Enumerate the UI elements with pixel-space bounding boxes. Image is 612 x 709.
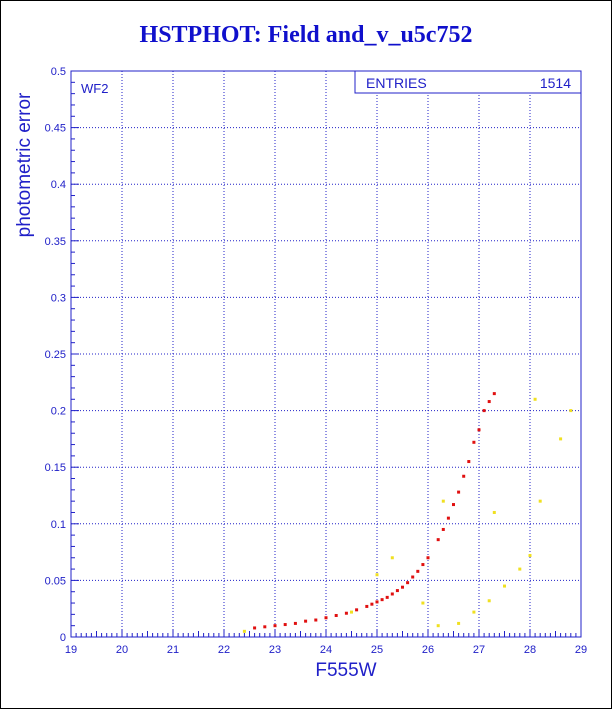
x-tick-label: 28 (524, 644, 536, 656)
data-point (365, 604, 369, 608)
data-point (380, 598, 384, 602)
x-tick-label: 22 (218, 644, 230, 656)
data-point (446, 516, 450, 520)
data-point (253, 626, 257, 630)
data-point (283, 623, 287, 627)
x-tick-label: 26 (422, 644, 434, 656)
data-point (263, 625, 267, 629)
data-point (462, 474, 466, 478)
data-point (273, 624, 277, 628)
stats-entries-value: 1514 (540, 75, 571, 91)
chart-title: HSTPHOT: Field and_v_u5c752 (139, 22, 473, 48)
data-point (472, 440, 476, 444)
axis-ticks: 19 20 21 22 23 24 25 26 27 28 29 0 0.05 0.1 0.15 0.2 0.2… (45, 66, 588, 656)
data-point (457, 621, 461, 625)
data-point (370, 602, 374, 606)
data-point (441, 527, 445, 531)
data-point (518, 567, 522, 571)
data-point (472, 610, 476, 614)
data-point (406, 581, 410, 585)
x-tick-label: 23 (269, 644, 281, 656)
data-point (390, 592, 394, 596)
data-point (528, 553, 532, 557)
data-point (569, 409, 573, 413)
data-point (559, 437, 563, 441)
data-point (436, 624, 440, 628)
y-tick-label: 0.05 (45, 575, 66, 587)
data-point (324, 616, 328, 620)
data-point (416, 569, 420, 573)
data-point (375, 600, 379, 604)
data-point (441, 499, 445, 503)
y-tick-label: 0.2 (51, 406, 66, 418)
y-tick-label: 0.4 (51, 179, 66, 191)
stats-box: ENTRIES 1514 (354, 70, 582, 94)
data-point (457, 490, 461, 494)
x-tick-label: 24 (320, 644, 332, 656)
data-point (477, 428, 481, 432)
x-axis-label: F555W (315, 660, 376, 681)
data-point (375, 573, 379, 577)
x-tick-label: 27 (473, 644, 485, 656)
x-tick-label: 29 (575, 644, 587, 656)
y-tick-label: 0.1 (51, 519, 66, 531)
y-tick-label: 0 (60, 632, 66, 644)
data-point (242, 629, 246, 633)
x-tick-label: 19 (65, 644, 77, 656)
data-point (487, 400, 491, 404)
grid-lines (71, 71, 581, 637)
data-point (487, 599, 491, 603)
series-secondary-points (242, 397, 573, 633)
y-tick-label: 0.45 (45, 123, 66, 135)
y-tick-label: 0.3 (51, 292, 66, 304)
data-point (350, 610, 353, 614)
y-axis-label: photometric error (14, 92, 35, 237)
panel-label: WF2 (81, 81, 108, 96)
data-point (390, 556, 394, 560)
data-point (421, 601, 425, 605)
x-tick-label: 20 (116, 644, 128, 656)
data-point (492, 510, 496, 514)
data-point (467, 460, 471, 464)
data-point (304, 619, 308, 623)
data-point (344, 611, 348, 615)
y-tick-label: 0.25 (45, 349, 66, 361)
stats-box-frame (354, 70, 582, 94)
data-point (411, 575, 415, 579)
y-tick-label: 0.5 (51, 66, 66, 78)
data-point (538, 499, 542, 503)
data-point (314, 618, 318, 622)
data-point (395, 589, 399, 593)
series-main-points (253, 392, 496, 630)
data-point (503, 584, 506, 588)
data-point (426, 556, 430, 560)
data-point (533, 397, 537, 401)
y-tick-label: 0.35 (45, 236, 66, 248)
data-point (452, 503, 455, 507)
data-point (334, 613, 338, 617)
stats-entries-label: ENTRIES (366, 75, 427, 91)
data-point (421, 563, 425, 567)
data-point (436, 538, 440, 542)
data-point (401, 585, 404, 589)
data-point (355, 608, 359, 612)
data-point (385, 595, 389, 599)
x-tick-label: 25 (371, 644, 383, 656)
y-tick-label: 0.15 (45, 462, 66, 474)
data-point (482, 409, 486, 413)
data-point (293, 621, 297, 625)
data-point (492, 392, 496, 396)
x-tick-label: 21 (167, 644, 179, 656)
